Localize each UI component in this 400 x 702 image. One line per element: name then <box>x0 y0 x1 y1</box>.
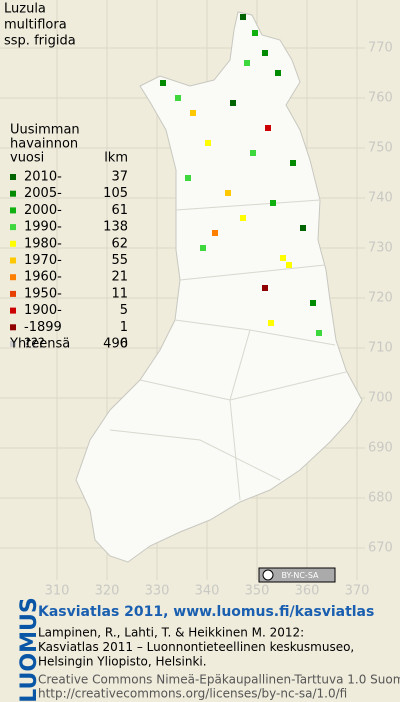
grid-label-y: 730 <box>368 241 393 256</box>
title-line: multiflora <box>4 18 67 33</box>
grid-label-x: 360 <box>295 584 320 599</box>
title-line: Luzula <box>4 2 46 17</box>
legend-swatch <box>10 307 16 314</box>
license-badge: BY-NC-SA <box>258 567 336 583</box>
legend-swatch <box>10 341 16 347</box>
legend-count: 1 <box>120 320 128 335</box>
legend-count: 138 <box>103 220 128 235</box>
grid-label-y: 760 <box>368 91 393 106</box>
grid-label-y: 680 <box>368 491 393 506</box>
legend-swatch <box>10 290 16 297</box>
grid-label-y: 750 <box>368 141 393 156</box>
title-line: ssp. frigida <box>4 34 76 49</box>
grid-label-y: 700 <box>368 391 393 406</box>
legend-header: Uusimman <box>10 123 80 138</box>
legend-count: 37 <box>111 170 128 185</box>
grid-label-x: 370 <box>345 584 370 599</box>
legend-label: 1980- <box>24 236 62 251</box>
legend-header: havainnon <box>10 137 78 152</box>
legend-swatch <box>10 174 16 180</box>
legend-label: 2000- <box>24 203 62 218</box>
grid-label-x: 320 <box>95 584 120 599</box>
legend-swatch <box>10 274 16 281</box>
grid-label-y: 770 <box>368 41 393 56</box>
atlas-link[interactable]: Kasviatlas 2011, www.luomus.fi/kasviatla… <box>38 604 374 620</box>
legend-label: 2010- <box>24 170 62 185</box>
grid-label-x: 330 <box>145 584 170 599</box>
citation-line: Helsingin Yliopisto, Helsinki. <box>38 655 207 669</box>
legend-label: 1950- <box>24 286 62 301</box>
legend-label: 2005- <box>24 186 62 201</box>
legend-count: 5 <box>120 303 128 318</box>
legend-label: 1970- <box>24 253 62 268</box>
grid-label-y: 740 <box>368 191 393 206</box>
legend-count: 0 <box>120 337 128 352</box>
legend-total-label: Yhteensä <box>9 337 70 352</box>
legend-label: ??? <box>24 337 45 352</box>
footer: Lampinen, R., Lahti, T. & Heikkinen M. 2… <box>38 626 400 701</box>
legend-label: -1899 <box>24 320 62 335</box>
legend-swatch <box>10 240 16 247</box>
legend-count: 61 <box>111 203 128 218</box>
grid-label-y: 690 <box>368 441 393 456</box>
legend-count: 105 <box>103 186 128 201</box>
region-borders <box>109 199 347 501</box>
license-badge-text: BY-NC-SA <box>281 571 319 580</box>
legend-swatch <box>10 207 16 214</box>
grid-label-x: 340 <box>195 584 220 599</box>
legend-count: 11 <box>111 286 128 301</box>
citation-line: Lampinen, R., Lahti, T. & Heikkinen M. 2… <box>38 626 304 640</box>
legend-label: 1990- <box>24 220 62 235</box>
grid-label-x: 350 <box>245 584 270 599</box>
legend-label: 1900- <box>24 303 62 318</box>
legend-swatch <box>10 190 16 197</box>
country-outline <box>75 11 363 563</box>
grid-label-y: 670 <box>368 541 393 556</box>
legend-col-year: vuosi <box>10 151 44 166</box>
legend-count: 21 <box>111 270 128 285</box>
grid-label-y: 720 <box>368 291 393 306</box>
legend-swatch <box>10 257 16 264</box>
legend-swatch <box>10 224 16 231</box>
license-line: Creative Commons Nimeä-Epäkaupallinen-Ta… <box>38 673 400 687</box>
legend-count: 55 <box>111 253 128 268</box>
legend-total: 496 <box>103 337 128 352</box>
legend-label: 1960- <box>24 270 62 285</box>
citation-line: Kasviatlas 2011 – Luonnontieteellinen ke… <box>38 640 354 654</box>
legend-col-count: lkm <box>104 151 128 166</box>
legend-count: 62 <box>111 236 128 251</box>
logo: LUOMUS <box>17 597 42 702</box>
license-line: http://creativecommons.org/licenses/by-n… <box>38 687 347 701</box>
grid-label-y: 710 <box>368 341 393 356</box>
legend-swatch <box>10 324 16 331</box>
grid-label-x: 310 <box>45 584 70 599</box>
observation-squares <box>160 14 322 336</box>
